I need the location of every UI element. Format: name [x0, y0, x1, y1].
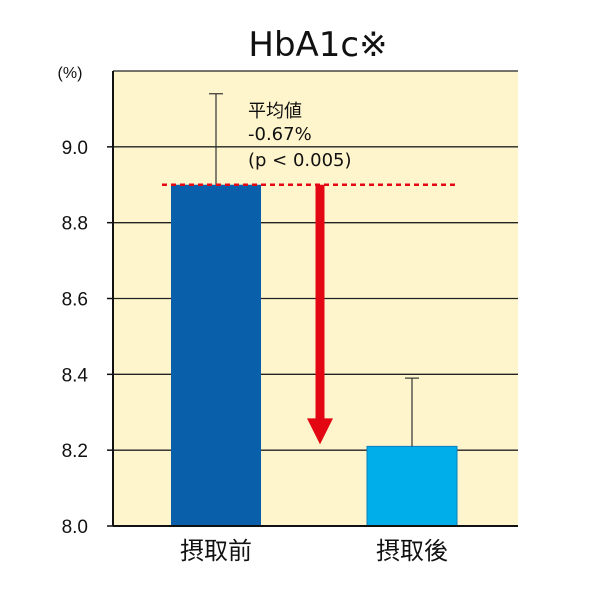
- y-tick-label: 9.0: [62, 138, 88, 159]
- mean-change-annotation: 平均値 -0.67% (p < 0.005): [248, 101, 352, 171]
- annotation-line-1: 平均値: [248, 101, 302, 122]
- annotation-line-3: (p < 0.005): [248, 150, 352, 171]
- y-tick-label: 8.8: [62, 214, 88, 235]
- error-bars: [209, 93, 419, 447]
- y-axis-ticks: 8.0 8.2 8.4 8.6 8.8 9.0: [62, 138, 113, 538]
- y-tick-label: 8.0: [62, 517, 88, 538]
- y-axis-unit: (%): [58, 65, 83, 82]
- x-category-label: 摂取後: [376, 537, 448, 565]
- arrow-head: [307, 418, 333, 445]
- axes: [112, 71, 518, 527]
- y-tick-label: 8.4: [62, 365, 89, 386]
- y-tick-label: 8.6: [62, 290, 88, 311]
- bars: [171, 184, 458, 527]
- x-category-label: 摂取前: [180, 537, 252, 565]
- bar-after: [366, 445, 458, 527]
- y-tick-label: 8.2: [62, 441, 88, 462]
- chart-title: HbA1c※: [248, 25, 387, 65]
- bar-before: [171, 184, 261, 526]
- annotation-line-2: -0.67%: [248, 124, 312, 145]
- decrease-arrow: [307, 184, 333, 445]
- x-axis-categories: 摂取前 摂取後: [180, 537, 448, 565]
